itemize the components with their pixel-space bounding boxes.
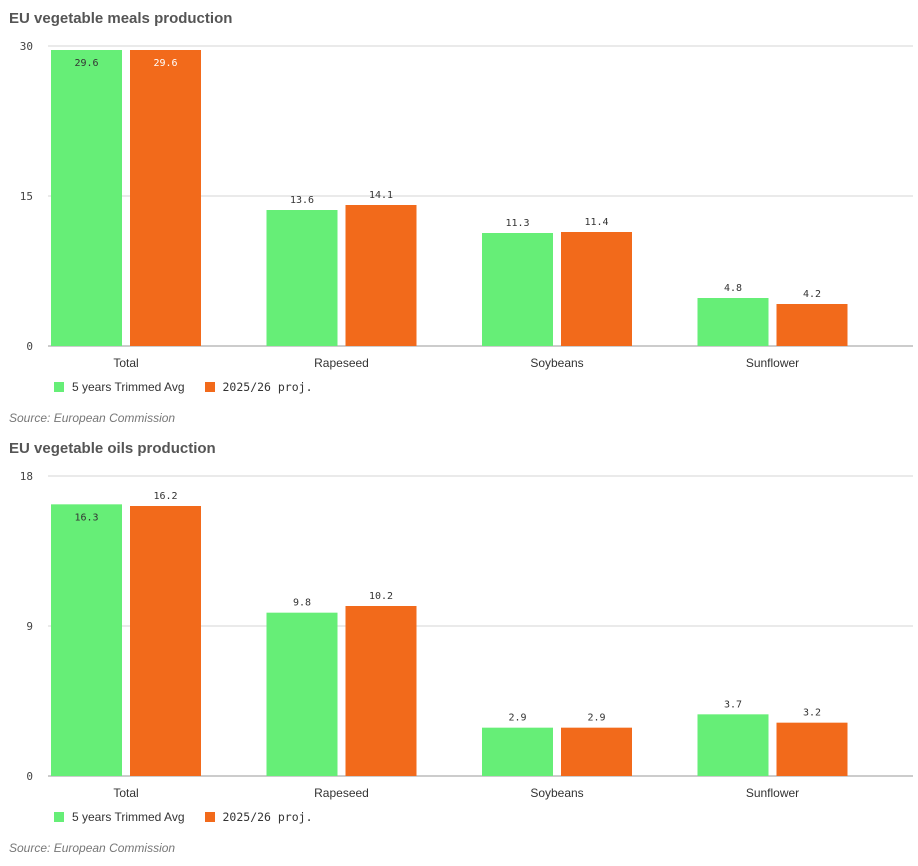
bar-avg: [51, 504, 122, 776]
data-label: 16.2: [153, 491, 177, 502]
legend-item-proj[interactable]: 2025/26 proj.: [204, 380, 313, 394]
bar-proj: [345, 606, 417, 776]
y-tick-label: 0: [26, 340, 33, 353]
chart-legend: 5 years Trimmed Avg 2025/26 proj.: [54, 810, 313, 824]
bar-avg: [266, 210, 338, 346]
bar-proj: [130, 506, 201, 776]
x-category-label: Total: [113, 786, 138, 800]
bar-avg: [482, 727, 553, 776]
legend-item-proj[interactable]: 2025/26 proj.: [204, 810, 313, 824]
data-label: 13.6: [290, 195, 314, 206]
data-label: 10.2: [369, 591, 393, 602]
data-label: 9.8: [293, 598, 311, 609]
source-note: Source: European Commission: [9, 411, 176, 425]
x-category-label: Sunflower: [746, 786, 799, 800]
data-label: 3.7: [724, 699, 742, 710]
legend-label-proj: 2025/26 proj.: [222, 380, 313, 394]
bar-avg: [482, 233, 553, 346]
legend-label-avg: 5 years Trimmed Avg: [72, 380, 185, 394]
bar-avg: [51, 50, 122, 346]
y-tick-label: 0: [26, 770, 33, 783]
data-label: 16.3: [74, 512, 98, 523]
data-label: 4.2: [803, 289, 821, 300]
data-label: 11.3: [505, 218, 529, 229]
legend-item-avg[interactable]: 5 years Trimmed Avg: [54, 380, 185, 394]
legend-label-proj: 2025/26 proj.: [222, 810, 313, 824]
bar-proj: [130, 50, 201, 346]
x-category-label: Rapeseed: [314, 786, 369, 800]
data-label: 2.9: [508, 713, 526, 724]
y-tick-label: 30: [20, 40, 33, 53]
x-category-label: Sunflower: [746, 356, 799, 370]
legend-swatch-proj: [204, 812, 215, 822]
x-category-label: Soybeans: [530, 786, 583, 800]
y-tick-label: 9: [26, 620, 33, 633]
data-label: 29.6: [153, 58, 177, 69]
y-tick-label: 15: [20, 190, 33, 203]
x-category-label: Total: [113, 356, 138, 370]
x-category-label: Rapeseed: [314, 356, 369, 370]
data-label: 4.8: [724, 283, 742, 294]
x-category-label: Soybeans: [530, 356, 583, 370]
bar-proj: [345, 205, 417, 346]
bar-proj: [561, 232, 632, 346]
data-label: 2.9: [587, 713, 605, 724]
meals-bar-chart: 0 15 30 29.6 29.6 Total 13.6 14.1 Rapeseed 11.3 11…: [20, 40, 913, 370]
bar-avg: [697, 298, 769, 346]
bar-avg: [266, 612, 338, 776]
bar-proj: [561, 727, 632, 776]
data-label: 14.1: [369, 190, 393, 201]
data-label: 11.4: [584, 217, 608, 228]
bar-proj: [776, 722, 848, 776]
y-tick-label: 18: [20, 470, 33, 483]
source-note: Source: European Commission: [9, 841, 176, 855]
chart-title: EU vegetable oils production: [9, 440, 216, 457]
chart-title: EU vegetable meals production: [9, 10, 233, 27]
legend-label-avg: 5 years Trimmed Avg: [72, 810, 185, 824]
legend-item-avg[interactable]: 5 years Trimmed Avg: [54, 810, 185, 824]
bar-proj: [776, 304, 848, 346]
legend-swatch-avg: [54, 812, 64, 822]
legend-swatch-avg: [54, 382, 64, 392]
data-label: 3.2: [803, 708, 821, 719]
chart-legend: 5 years Trimmed Avg 2025/26 proj.: [54, 380, 313, 394]
data-label: 29.6: [74, 58, 98, 69]
oils-bar-chart: 0 9 18 16.3 16.2 Total 9.8 10.2 Rapeseed 2.9 2.9 So…: [20, 470, 913, 800]
legend-swatch-proj: [204, 382, 215, 392]
bar-avg: [697, 714, 769, 776]
